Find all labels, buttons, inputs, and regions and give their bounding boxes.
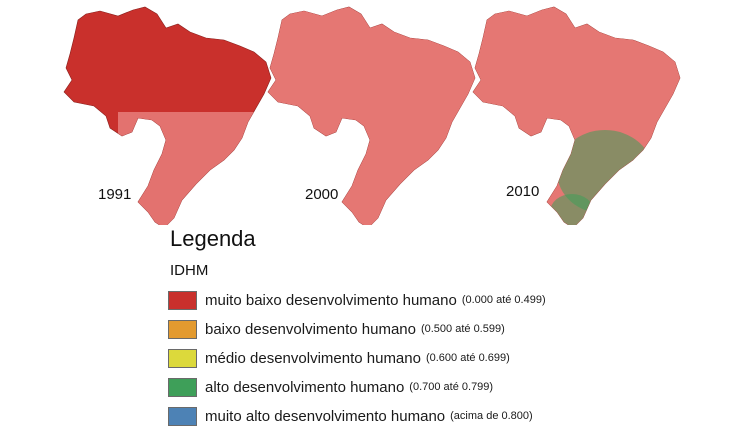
legend-range: (0.600 até 0.699) xyxy=(425,352,510,364)
legend-item: alto desenvolvimento humano (0.700 até 0… xyxy=(168,375,728,399)
legend: Legenda IDHM muito baixo desenvolvimento… xyxy=(168,226,728,433)
map-2000 xyxy=(267,6,476,225)
legend-item: muito baixo desenvolvimento humano (0.00… xyxy=(168,288,728,312)
legend-label: alto desenvolvimento humano xyxy=(205,378,405,396)
legend-swatch xyxy=(168,406,197,426)
map-1991 xyxy=(63,6,272,225)
map-year-label: 2000 xyxy=(305,186,339,203)
legend-item: médio desenvolvimento humano (0.600 até … xyxy=(168,346,728,370)
legend-title: Legenda xyxy=(170,226,256,251)
map-2010 xyxy=(472,6,681,225)
map-year-label: 2010 xyxy=(506,183,540,200)
legend-label: médio desenvolvimento humano xyxy=(205,349,421,367)
legend-swatch xyxy=(168,348,197,368)
brazil-idhm-maps xyxy=(63,6,681,225)
legend-item: baixo desenvolvimento humano (0.500 até … xyxy=(168,317,728,341)
legend-label: baixo desenvolvimento humano xyxy=(205,320,416,338)
legend-subtitle: IDHM xyxy=(170,262,209,279)
legend-label: muito baixo desenvolvimento humano xyxy=(205,291,457,309)
legend-swatch xyxy=(168,290,197,310)
legend-swatch xyxy=(168,377,197,397)
legend-range: (0.500 até 0.599) xyxy=(420,323,505,335)
legend-range: (0.700 até 0.799) xyxy=(409,381,494,393)
map-year-label: 1991 xyxy=(98,186,132,203)
legend-range: (acima de 0.800) xyxy=(450,410,533,422)
legend-swatch xyxy=(168,319,197,339)
legend-range: (0.000 até 0.499) xyxy=(461,294,546,306)
legend-label: muito alto desenvolvimento humano xyxy=(205,407,446,425)
legend-item: muito alto desenvolvimento humano (acima… xyxy=(168,404,728,428)
